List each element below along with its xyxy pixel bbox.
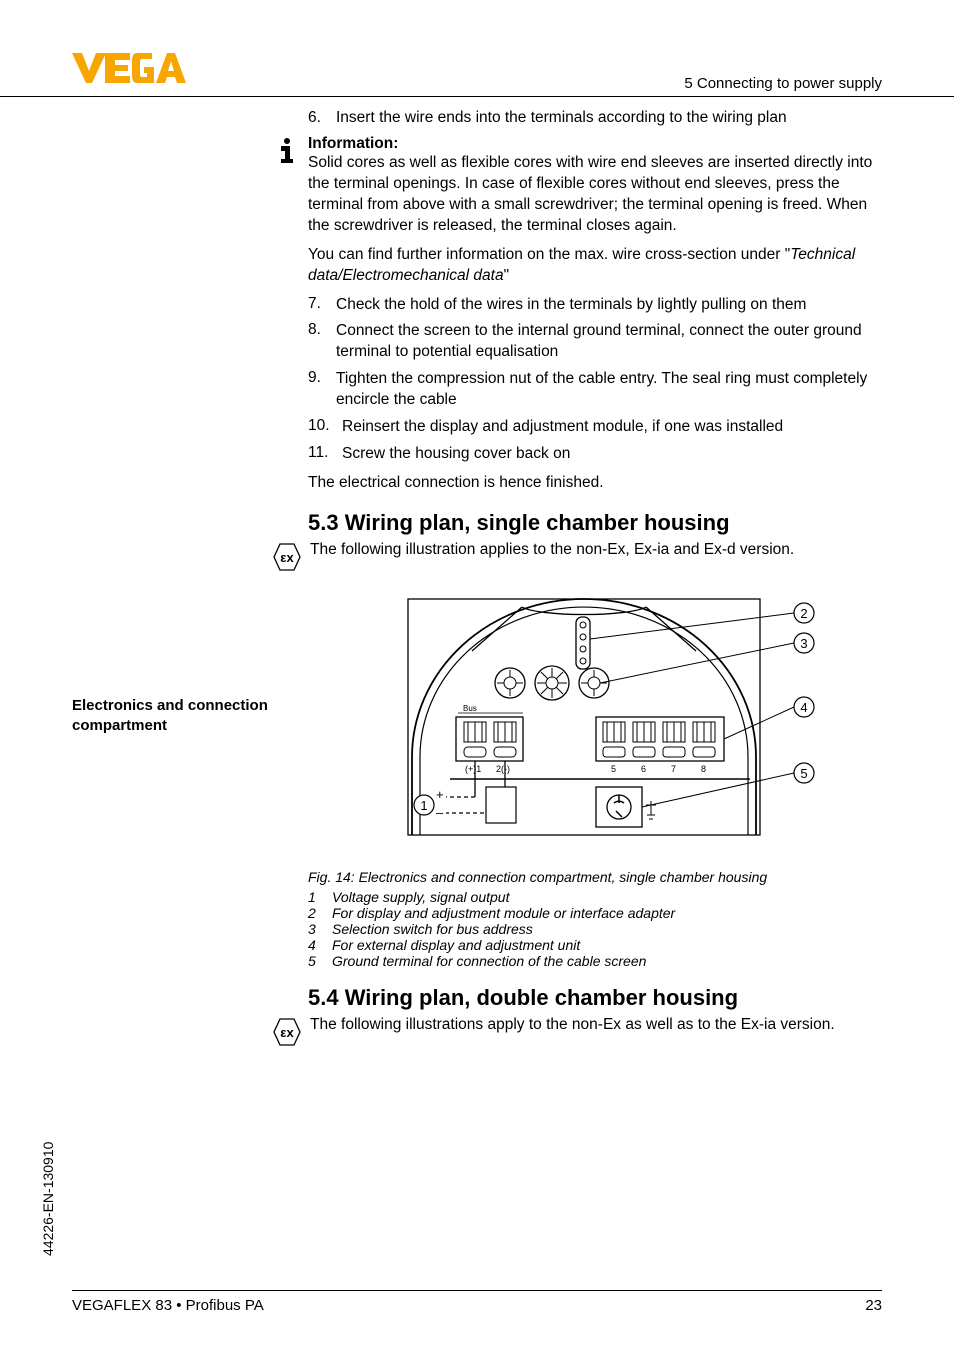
after-steps: The electrical connection is hence finis… bbox=[308, 473, 882, 494]
fig-caption: Fig. 14: Electronics and connection comp… bbox=[308, 869, 882, 885]
legend-num: 5 bbox=[308, 953, 332, 969]
legend-item: 4For external display and adjustment uni… bbox=[308, 937, 882, 953]
svg-text:1: 1 bbox=[420, 798, 427, 813]
step-6: 6. Insert the wire ends into the termina… bbox=[308, 109, 882, 127]
svg-text:2(-): 2(-) bbox=[496, 764, 510, 774]
legend-text: Ground terminal for connection of the ca… bbox=[332, 953, 646, 969]
svg-text:2: 2 bbox=[800, 606, 807, 621]
sec54-intro: The following illustrations apply to the… bbox=[310, 1015, 835, 1036]
step-text: Reinsert the display and adjustment modu… bbox=[342, 417, 783, 438]
step-8: 8.Connect the screen to the internal gro… bbox=[308, 321, 882, 363]
legend-num: 1 bbox=[308, 889, 332, 905]
svg-text:8: 8 bbox=[701, 764, 706, 774]
step-num: 11. bbox=[308, 444, 342, 465]
section-5-4-title: 5.4 Wiring plan, double chamber housing bbox=[308, 985, 882, 1011]
legend-text: Selection switch for bus address bbox=[332, 921, 533, 937]
step-9: 9.Tighten the compression nut of the cab… bbox=[308, 369, 882, 411]
fig-legend: 1Voltage supply, signal output2For displ… bbox=[308, 889, 882, 969]
svg-text:3: 3 bbox=[800, 636, 807, 651]
legend-item: 3Selection switch for bus address bbox=[308, 921, 882, 937]
page-footer: VEGAFLEX 83 • Profibus PA 23 bbox=[72, 1290, 882, 1314]
svg-text:5: 5 bbox=[611, 764, 616, 774]
step-text: Connect the screen to the internal groun… bbox=[336, 321, 882, 363]
legend-num: 3 bbox=[308, 921, 332, 937]
legend-num: 2 bbox=[308, 905, 332, 921]
svg-text:εx: εx bbox=[280, 550, 294, 565]
svg-text:+: + bbox=[436, 787, 444, 802]
legend-item: 2For display and adjustment module or in… bbox=[308, 905, 882, 921]
svg-text:6: 6 bbox=[641, 764, 646, 774]
step-num: 10. bbox=[308, 417, 342, 438]
info-block: Information: Solid cores as well as flex… bbox=[308, 135, 882, 237]
header-section-title: 5 Connecting to power supply bbox=[684, 75, 882, 92]
step-text: Tighten the compression nut of the cable… bbox=[336, 369, 882, 411]
sec53-intro: The following illustration applies to th… bbox=[310, 540, 794, 561]
tech-ref-tail: " bbox=[504, 267, 510, 284]
step-num: 6. bbox=[308, 109, 336, 127]
step-text: Screw the housing cover back on bbox=[342, 444, 570, 465]
svg-text:(+)1: (+)1 bbox=[465, 764, 481, 774]
vega-logo bbox=[72, 53, 202, 90]
side-label: Electronics and connection compartment bbox=[72, 696, 272, 735]
svg-text:5: 5 bbox=[800, 766, 807, 781]
footer-product: VEGAFLEX 83 • Profibus PA bbox=[72, 1297, 264, 1314]
legend-item: 5Ground terminal for connection of the c… bbox=[308, 953, 882, 969]
section-5-3-title: 5.3 Wiring plan, single chamber housing bbox=[308, 510, 882, 536]
legend-text: For display and adjustment module or int… bbox=[332, 905, 675, 921]
page-header: 5 Connecting to power supply bbox=[0, 0, 954, 97]
tech-ref-lead: You can find further information on the … bbox=[308, 246, 790, 263]
document-id: 44226-EN-130910 bbox=[40, 1142, 56, 1256]
figure-14: Bus (+)1 2(-) bbox=[308, 591, 860, 863]
legend-item: 1Voltage supply, signal output bbox=[308, 889, 882, 905]
svg-text:4: 4 bbox=[800, 700, 807, 715]
step-num: 8. bbox=[308, 321, 336, 363]
info-title: Information: bbox=[308, 135, 882, 153]
legend-text: For external display and adjustment unit bbox=[332, 937, 580, 953]
svg-text:εx: εx bbox=[280, 1025, 294, 1040]
info-body: Solid cores as well as flexible cores wi… bbox=[308, 153, 882, 237]
step-7: 7.Check the hold of the wires in the ter… bbox=[308, 295, 882, 316]
step-text: Check the hold of the wires in the termi… bbox=[336, 295, 806, 316]
svg-text:Bus: Bus bbox=[463, 704, 477, 713]
tech-ref: You can find further information on the … bbox=[308, 245, 882, 287]
step-11: 11.Screw the housing cover back on bbox=[308, 444, 882, 465]
legend-num: 4 bbox=[308, 937, 332, 953]
ex-hexagon-icon: εx bbox=[272, 542, 302, 577]
svg-text:–: – bbox=[436, 805, 444, 820]
legend-text: Voltage supply, signal output bbox=[332, 889, 509, 905]
page-number: 23 bbox=[865, 1297, 882, 1314]
ex-hexagon-icon: εx bbox=[272, 1017, 302, 1052]
step-num: 9. bbox=[308, 369, 336, 411]
step-text: Insert the wire ends into the terminals … bbox=[336, 109, 787, 127]
info-icon bbox=[276, 137, 298, 170]
svg-text:7: 7 bbox=[671, 764, 676, 774]
step-10: 10.Reinsert the display and adjustment m… bbox=[308, 417, 882, 438]
step-num: 7. bbox=[308, 295, 336, 316]
